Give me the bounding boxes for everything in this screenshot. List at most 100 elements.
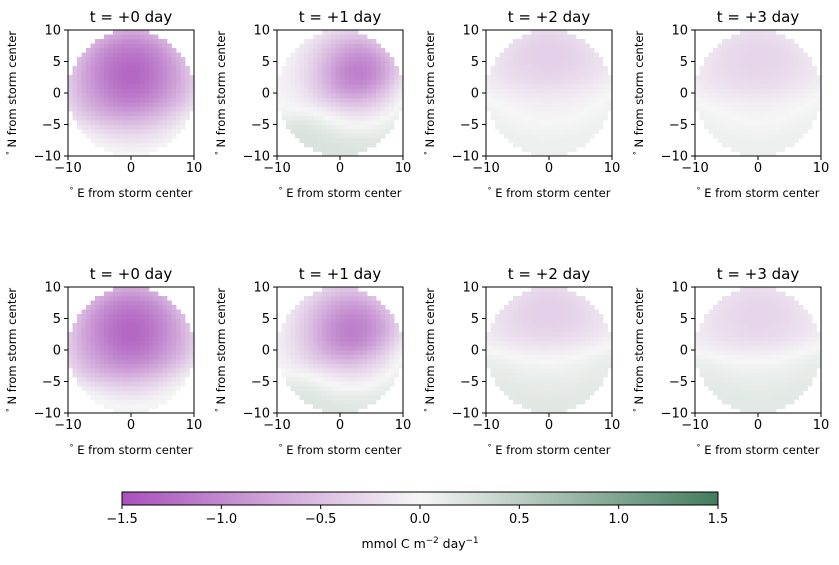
heatmap-cell — [99, 93, 105, 98]
heatmap-cell — [304, 138, 309, 143]
heatmap-cell — [286, 75, 291, 80]
heatmap-cell — [335, 115, 341, 121]
heatmap-cell — [90, 84, 96, 89]
heatmap-cell — [72, 97, 78, 103]
heatmap-cell — [90, 354, 96, 360]
heatmap-cell — [517, 300, 523, 306]
heatmap-cell — [740, 408, 745, 414]
heatmap-cell — [780, 323, 786, 328]
heatmap-cell — [362, 120, 368, 125]
heatmap-cell — [153, 93, 159, 98]
heatmap-cell — [90, 350, 96, 355]
heatmap-cell — [744, 120, 750, 125]
heatmap-cell — [77, 381, 82, 387]
heatmap-cell — [780, 309, 786, 315]
heatmap-cell — [335, 48, 341, 53]
heatmap-cell — [308, 66, 314, 71]
heatmap-cell — [362, 318, 368, 324]
heatmap-cell — [349, 43, 354, 49]
heatmap-cell — [585, 327, 590, 333]
heatmap-cell — [544, 93, 550, 98]
heatmap-cell — [322, 79, 327, 85]
heatmap-cell — [322, 142, 327, 148]
heatmap-cell — [108, 354, 114, 360]
heatmap-cell — [753, 336, 759, 342]
heatmap-cell — [322, 75, 327, 80]
heatmap-cell — [131, 408, 136, 414]
heatmap-cell — [794, 129, 799, 134]
y-tick-label: 10 — [671, 24, 688, 39]
heatmap-cell — [158, 372, 163, 378]
heatmap-cell — [794, 70, 799, 76]
heatmap-cell — [126, 151, 132, 157]
heatmap-cell — [504, 332, 509, 337]
heatmap-cell — [576, 323, 581, 328]
heatmap-cell — [340, 88, 345, 94]
heatmap-cell — [331, 48, 336, 53]
heatmap-cell — [281, 88, 287, 94]
heatmap-cell — [376, 57, 381, 62]
heatmap-cell — [131, 368, 136, 373]
heatmap-cell — [816, 75, 822, 80]
heatmap-cell — [304, 305, 309, 310]
heatmap-cell — [317, 327, 323, 333]
heatmap-cell — [340, 138, 345, 143]
heatmap-cell — [349, 57, 354, 62]
heatmap-cell — [722, 70, 727, 76]
heatmap-cell — [753, 120, 759, 125]
heatmap-cell — [131, 43, 136, 49]
heatmap-cell — [81, 106, 87, 112]
heatmap-cell — [171, 52, 177, 58]
heatmap-cell — [571, 300, 577, 306]
heatmap-cell — [140, 34, 145, 40]
heatmap-cell — [789, 296, 795, 301]
heatmap-cell — [549, 377, 554, 382]
heatmap-cell — [353, 404, 359, 409]
heatmap-cell — [704, 359, 709, 364]
heatmap-cell — [585, 323, 590, 328]
heatmap-cell — [90, 66, 96, 71]
heatmap-cell — [349, 368, 354, 373]
heatmap-cell — [295, 84, 300, 89]
heatmap-cell — [785, 88, 790, 94]
heatmap-cell — [562, 111, 568, 116]
heatmap-cell — [490, 79, 496, 85]
heatmap-cell — [135, 399, 141, 405]
heatmap-cell — [113, 52, 118, 58]
heatmap-cell — [113, 368, 118, 373]
heatmap-cell — [758, 75, 763, 80]
heatmap-cell — [531, 327, 536, 333]
heatmap-cell — [495, 88, 500, 94]
heatmap-cell — [95, 332, 100, 337]
heatmap-cell — [749, 48, 754, 53]
heatmap-cell — [299, 368, 305, 373]
heatmap-cell — [126, 318, 132, 324]
heatmap-cell — [576, 106, 581, 112]
heatmap-cell — [780, 350, 786, 355]
heatmap-cell — [580, 97, 586, 103]
heatmap-cell — [340, 52, 345, 58]
heatmap-cell — [749, 341, 754, 346]
heatmap-cell — [544, 39, 550, 44]
heatmap-cell — [567, 336, 572, 342]
heatmap-cell — [167, 115, 172, 121]
heatmap-cell — [549, 88, 554, 94]
heatmap-cell — [77, 115, 82, 121]
heatmap-cell — [371, 305, 377, 310]
heatmap-cell — [767, 97, 772, 103]
heatmap-cell — [594, 129, 599, 134]
heatmap-cell — [299, 350, 305, 355]
heatmap-cell — [322, 368, 327, 373]
heatmap-cell — [490, 102, 496, 107]
heatmap-cell — [99, 97, 105, 103]
heatmap-cell — [158, 133, 163, 139]
heatmap-cell — [295, 323, 300, 328]
heatmap-cell — [113, 323, 118, 328]
heatmap-cell — [594, 309, 599, 315]
heatmap-cell — [549, 300, 554, 306]
heatmap-cell — [108, 57, 114, 62]
heatmap-cell — [767, 300, 772, 306]
heatmap-cell — [90, 359, 96, 364]
heatmap-cell — [508, 327, 514, 333]
